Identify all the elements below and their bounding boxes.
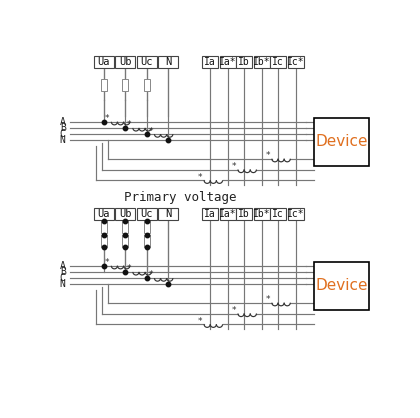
Text: N: N [60, 279, 66, 289]
Text: *: * [105, 114, 110, 123]
Bar [270, 208, 286, 219]
Text: B: B [60, 123, 66, 133]
Text: Ib: Ib [238, 209, 250, 219]
Bar [94, 56, 113, 68]
Bar [115, 56, 135, 68]
Bar [202, 56, 218, 68]
Bar [254, 208, 270, 219]
Text: Uc: Uc [140, 57, 153, 67]
Bar [115, 208, 135, 219]
Text: *: * [148, 270, 153, 280]
Bar [158, 56, 178, 68]
Bar [122, 221, 128, 233]
Bar [288, 56, 304, 68]
Bar [100, 79, 107, 91]
Text: Ic: Ic [272, 57, 284, 67]
Text: Ia*: Ia* [219, 57, 237, 67]
Bar [236, 208, 252, 219]
Text: Ic: Ic [272, 209, 284, 219]
Text: B: B [60, 267, 66, 277]
Text: Ub: Ub [119, 209, 131, 219]
Bar [144, 221, 150, 233]
Text: *: * [198, 173, 202, 182]
Bar [94, 208, 113, 219]
Bar [254, 56, 270, 68]
Text: N: N [60, 135, 66, 145]
Text: *: * [266, 295, 270, 304]
Text: N: N [165, 209, 171, 219]
Bar [137, 208, 157, 219]
Text: A: A [60, 261, 66, 271]
Text: Primary voltage: Primary voltage [124, 191, 237, 204]
Text: Device: Device [315, 278, 368, 293]
Text: Ub: Ub [119, 57, 131, 67]
Text: A: A [60, 117, 66, 127]
Bar [158, 208, 178, 219]
Text: Ia*: Ia* [219, 209, 237, 219]
Bar [122, 79, 128, 91]
Text: C: C [60, 129, 66, 139]
Bar [220, 56, 236, 68]
Bar [288, 208, 304, 219]
Text: *: * [127, 264, 131, 273]
Bar [314, 118, 369, 166]
Bar [236, 56, 252, 68]
Text: C: C [60, 273, 66, 283]
Text: *: * [198, 317, 202, 326]
Bar [270, 56, 286, 68]
Text: Ua: Ua [97, 209, 110, 219]
Bar [100, 235, 107, 247]
Text: Ia: Ia [205, 209, 216, 219]
Text: *: * [232, 162, 236, 171]
Text: *: * [232, 306, 236, 315]
Bar [137, 56, 157, 68]
Text: Ib: Ib [238, 57, 250, 67]
Bar [100, 221, 107, 233]
Bar [220, 208, 236, 219]
Bar [144, 79, 150, 91]
Text: Ic*: Ic* [287, 57, 304, 67]
Text: Ib*: Ib* [253, 57, 270, 67]
Bar [314, 262, 369, 310]
Text: Uc: Uc [140, 209, 153, 219]
Bar [122, 235, 128, 247]
Text: *: * [127, 120, 131, 129]
Text: *: * [148, 127, 153, 135]
Bar [202, 208, 218, 219]
Text: Ic*: Ic* [287, 209, 304, 219]
Text: *: * [266, 151, 270, 160]
Text: Ua: Ua [97, 57, 110, 67]
Bar [144, 235, 150, 247]
Text: Ia: Ia [205, 57, 216, 67]
Text: N: N [165, 57, 171, 67]
Text: Device: Device [315, 134, 368, 149]
Text: *: * [105, 258, 110, 267]
Text: Ib*: Ib* [253, 209, 270, 219]
